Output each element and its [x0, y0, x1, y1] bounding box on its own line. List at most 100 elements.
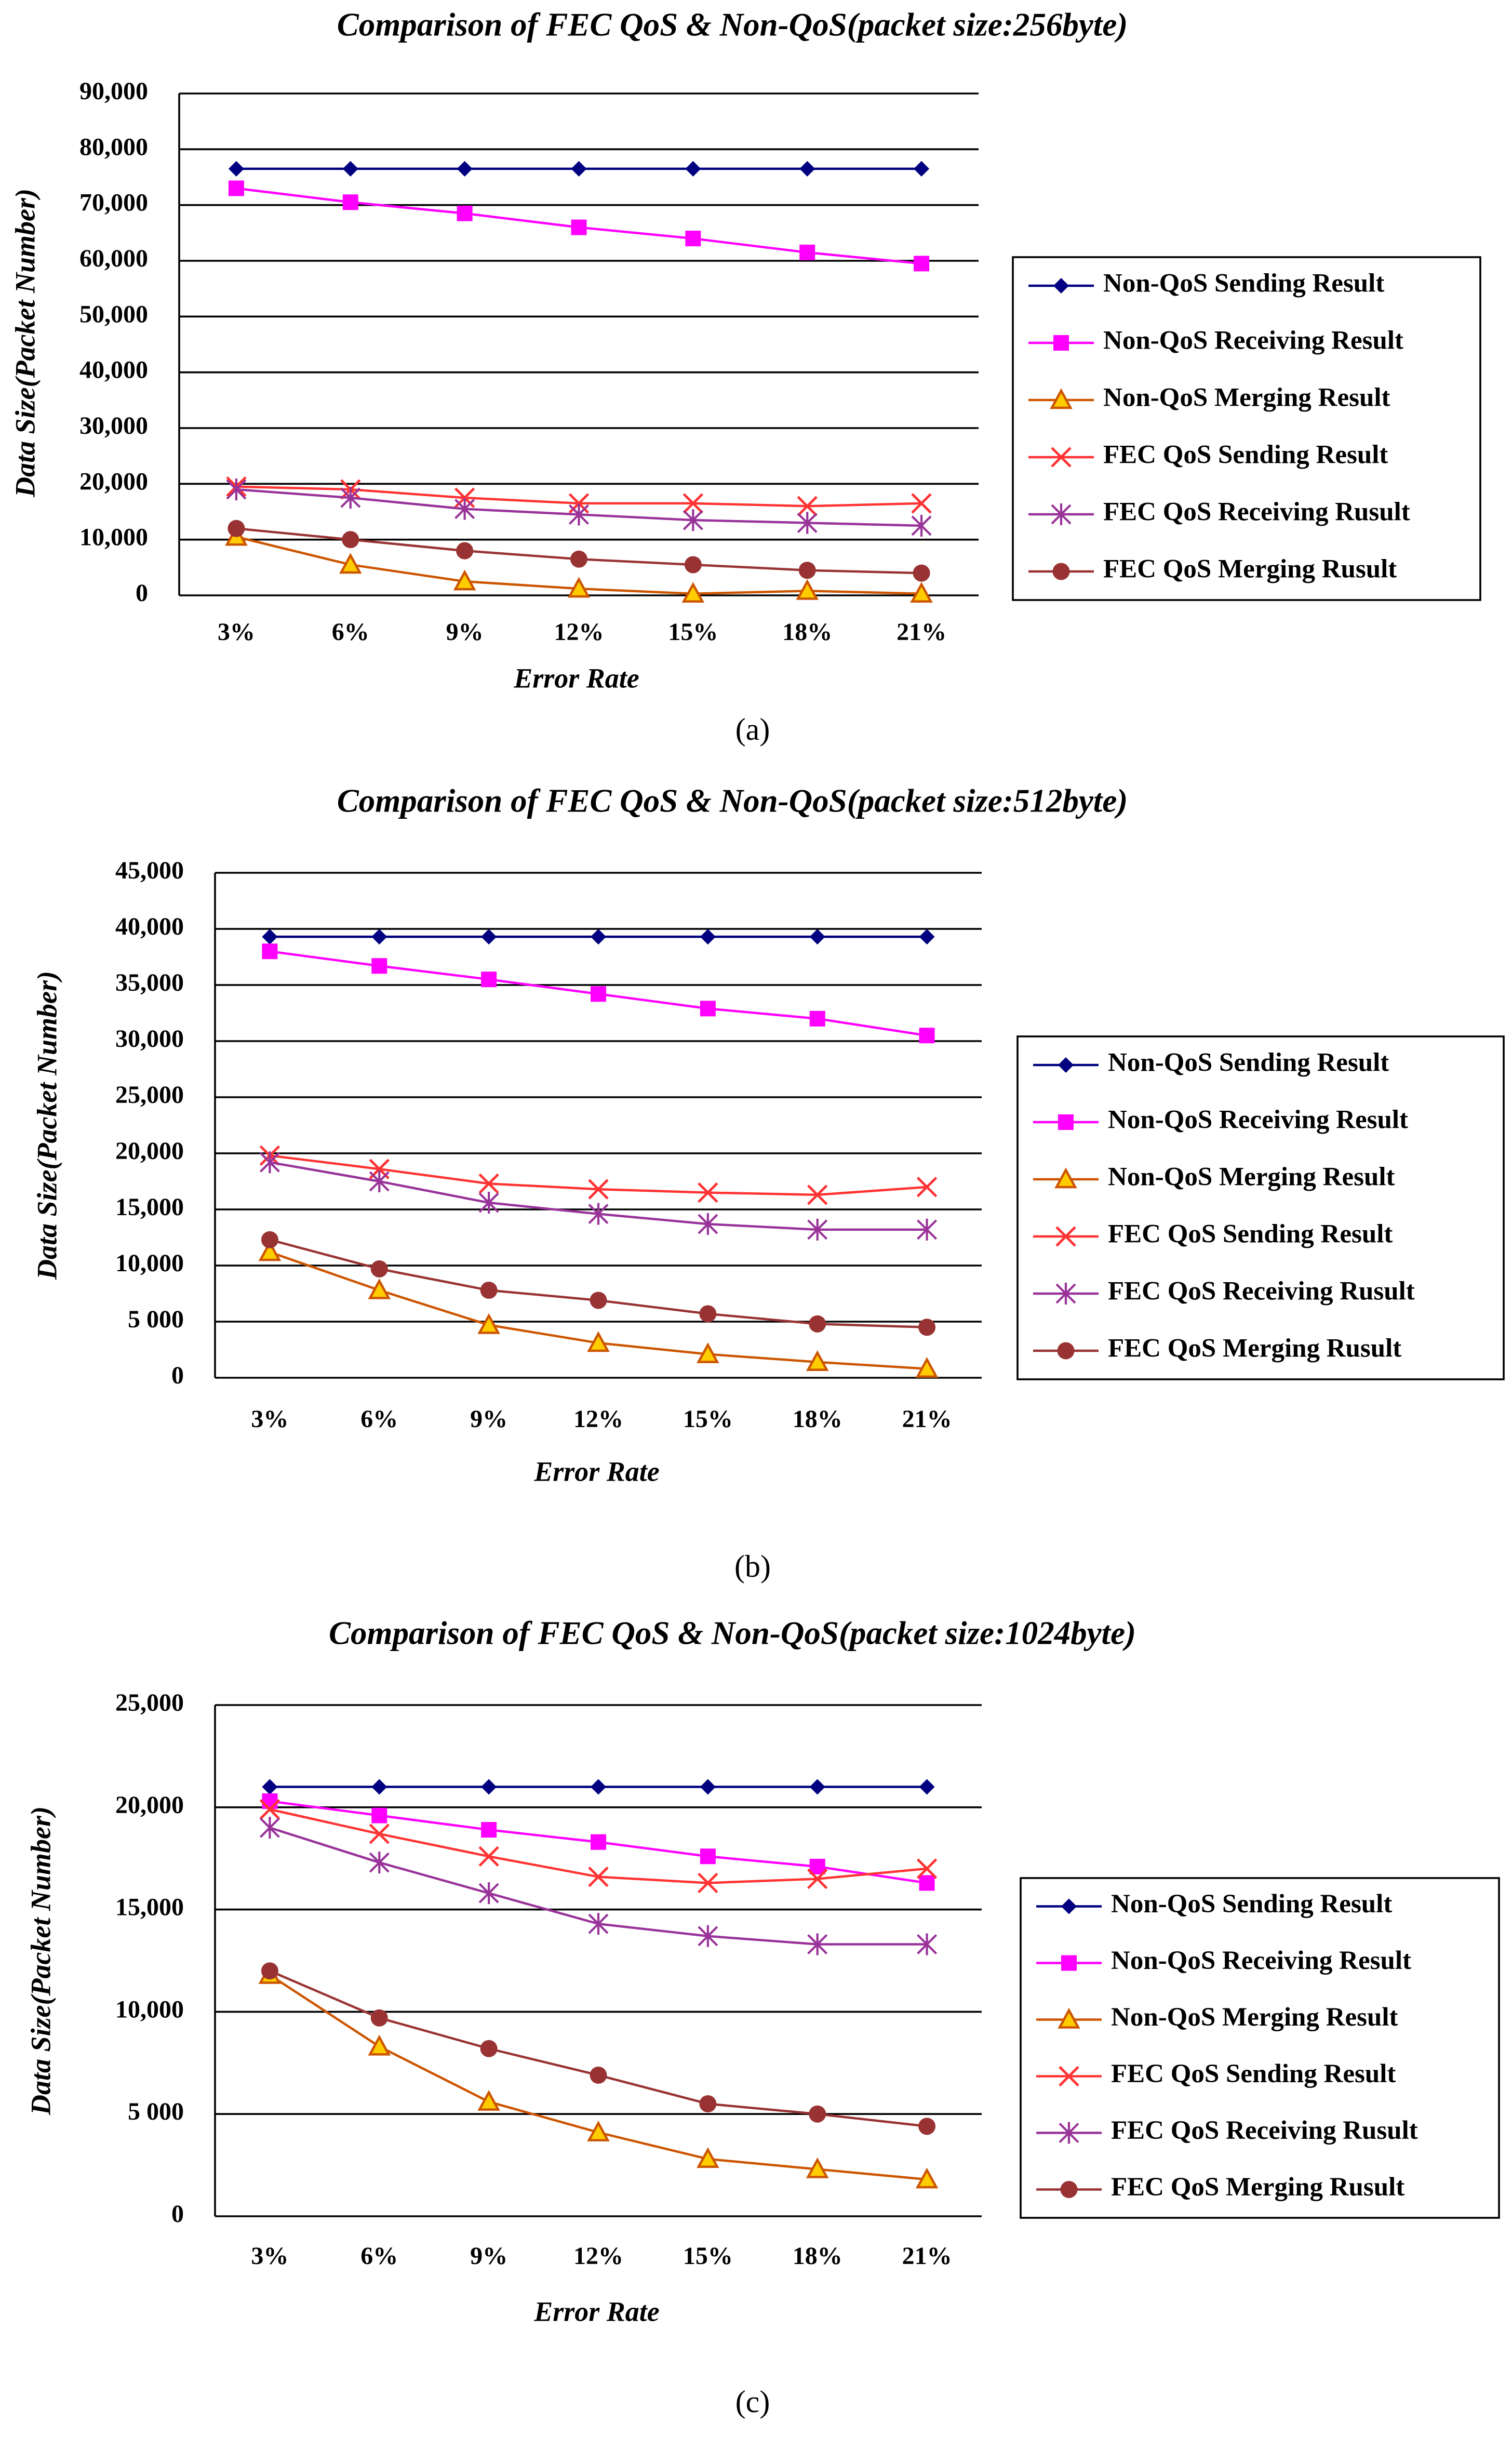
marker: [567, 577, 591, 598]
marker: [911, 514, 932, 537]
marker: [809, 2105, 826, 2123]
marker: [477, 1313, 500, 1334]
marker: [918, 1319, 936, 1336]
marker: [809, 929, 825, 945]
y-tick-label: 40,000: [115, 913, 184, 940]
marker: [698, 1182, 718, 1203]
caption: (b): [734, 1549, 771, 1583]
x-tick-label: 21%: [902, 1405, 952, 1433]
y-tick-label: 45,000: [115, 857, 184, 884]
marker: [370, 2009, 388, 2027]
marker: [916, 1858, 938, 1879]
legend-box: [1012, 256, 1481, 601]
marker: [700, 1001, 716, 1017]
x-tick-label: 9%: [470, 1405, 507, 1433]
marker: [591, 1834, 607, 1850]
legend-label: FEC QoS Merging Rusult: [1108, 1334, 1401, 1363]
x-axis-title: Error Rate: [533, 1456, 660, 1487]
marker: [588, 1179, 609, 1200]
y-tick-label: 10,000: [115, 1249, 184, 1277]
marker: [700, 1848, 716, 1865]
marker: [261, 1962, 278, 1980]
marker: [913, 564, 930, 582]
marker: [799, 244, 815, 260]
legend-label: FEC QoS Receiving Rusult: [1111, 2116, 1418, 2145]
marker: [481, 971, 497, 988]
marker: [588, 1203, 609, 1225]
x-tick-label: 18%: [793, 2242, 842, 2270]
marker: [477, 2089, 500, 2111]
y-tick-label: 20,000: [115, 1791, 184, 1819]
x-tick-label: 15%: [683, 2242, 733, 2270]
marker: [685, 231, 701, 247]
marker: [259, 1799, 280, 1820]
marker: [369, 1824, 390, 1844]
y-tick-label: 0: [171, 1362, 184, 1389]
marker: [919, 929, 935, 945]
y-tick-label: 15,000: [115, 1894, 184, 1921]
legend-label: FEC QoS Sending Result: [1108, 1220, 1393, 1249]
marker: [371, 1807, 387, 1824]
x-axis-title: Error Rate: [533, 2296, 660, 2327]
marker: [806, 2157, 829, 2178]
marker: [914, 161, 930, 177]
legend-label: Non-QoS Sending Result: [1103, 269, 1384, 298]
legend-label: Non-QoS Sending Result: [1111, 1889, 1392, 1919]
marker: [1051, 503, 1072, 526]
marker: [262, 1779, 278, 1795]
marker: [807, 1933, 828, 1955]
marker: [570, 550, 588, 568]
x-tick-label: 6%: [360, 1405, 398, 1433]
x-tick-label: 18%: [793, 1405, 842, 1433]
marker: [228, 180, 244, 196]
y-tick-label: 30,000: [115, 1025, 184, 1053]
marker: [809, 1315, 826, 1333]
marker: [369, 1852, 390, 1874]
x-tick-label: 18%: [782, 618, 832, 646]
y-tick-label: 20,000: [79, 468, 148, 495]
marker: [457, 205, 473, 221]
legend-label: FEC QoS Sending Result: [1111, 2059, 1396, 2088]
marker: [1055, 1226, 1076, 1247]
y-tick-label: 35,000: [115, 969, 184, 996]
legend-box: [1016, 1035, 1505, 1380]
marker: [1051, 447, 1072, 468]
marker: [1058, 2007, 1080, 2029]
marker: [683, 493, 704, 514]
chart-title: Comparison of FEC QoS & Non-QoS(packet s…: [329, 1615, 1136, 1651]
x-tick-label: 12%: [573, 1405, 623, 1433]
marker: [809, 1010, 825, 1027]
marker: [478, 1846, 499, 1867]
x-tick-label: 9%: [470, 2242, 507, 2270]
marker: [588, 1866, 609, 1887]
marker: [918, 2118, 936, 2135]
x-axis-title: Error Rate: [513, 662, 639, 694]
marker: [698, 1213, 718, 1235]
marker: [683, 509, 703, 531]
marker: [454, 498, 475, 520]
x-tick-label: 6%: [360, 2242, 398, 2270]
chart-title: Comparison of FEC QoS & Non-QoS(packet s…: [337, 6, 1128, 43]
chart: Comparison of FEC QoS & Non-QoS(packet s…: [9, 6, 1481, 747]
marker: [1055, 1283, 1076, 1305]
marker: [371, 929, 387, 945]
y-tick-label: 10,000: [79, 524, 148, 551]
marker: [478, 1173, 499, 1194]
marker: [698, 1925, 718, 1947]
marker: [915, 2167, 939, 2189]
marker: [807, 1184, 828, 1205]
marker: [1060, 2181, 1078, 2199]
x-tick-label: 3%: [251, 2242, 288, 2270]
x-tick-label: 12%: [573, 2242, 623, 2270]
marker: [698, 1872, 718, 1894]
y-axis-title: Data Size(Packet Number): [31, 971, 62, 1280]
marker: [919, 1028, 935, 1044]
y-tick-label: 70,000: [79, 189, 148, 217]
marker: [919, 1779, 935, 1795]
x-tick-label: 3%: [251, 1405, 288, 1433]
marker: [457, 161, 473, 177]
marker: [699, 1305, 717, 1323]
y-tick-label: 50,000: [79, 300, 148, 328]
marker: [1053, 335, 1069, 351]
